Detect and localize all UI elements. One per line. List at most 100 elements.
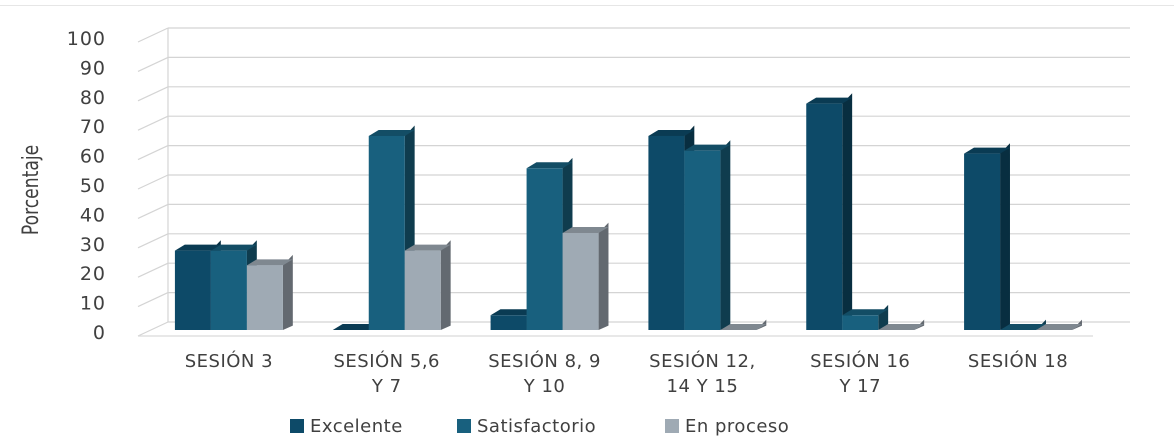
bar-top xyxy=(842,309,889,316)
bar-top xyxy=(1000,324,1046,330)
x-tick-label: SESIÓN 3 xyxy=(185,350,273,372)
y-tick-label: 40 xyxy=(80,204,106,226)
y-tick-label: 30 xyxy=(80,234,106,256)
gridline-depth xyxy=(137,174,169,190)
x-tick-label: SESIÓN 12, xyxy=(649,350,756,372)
bar-top xyxy=(562,226,609,233)
legend-item: Satisfactorio xyxy=(457,416,596,437)
y-tick-label: 80 xyxy=(80,87,106,109)
x-tick-label: SESIÓN 18 xyxy=(968,350,1068,372)
x-tick-label: Y 17 xyxy=(838,376,881,397)
x-tick-label: Y 10 xyxy=(523,376,566,397)
bar-front xyxy=(490,315,527,330)
y-tick-label: 90 xyxy=(80,57,106,79)
bar-top xyxy=(490,309,537,316)
bar-en-proceso xyxy=(878,319,925,330)
bar-excelente xyxy=(806,93,853,331)
x-tick-label: 14 Y 15 xyxy=(667,376,739,397)
x-tick-label: SESIÓN 5,6 xyxy=(333,350,440,372)
bar-front xyxy=(806,103,843,331)
gridline-depth xyxy=(137,233,169,249)
bar-top xyxy=(684,144,731,151)
bar-top xyxy=(878,324,925,330)
y-tick-label: 60 xyxy=(80,146,106,168)
legend-swatch xyxy=(290,419,304,433)
bar-top xyxy=(964,147,1010,154)
bar-side xyxy=(1072,319,1082,330)
bar-top xyxy=(246,259,293,266)
legend-item: En proceso xyxy=(665,416,789,437)
bar-en-proceso xyxy=(1036,319,1082,330)
gridline-depth xyxy=(137,145,169,161)
bars-layer xyxy=(174,93,1082,331)
bar-top xyxy=(720,324,767,330)
bar-top xyxy=(332,324,379,330)
bar-side xyxy=(1000,143,1010,330)
bar-side xyxy=(914,319,925,330)
bar-satisfactorio xyxy=(842,304,889,330)
bar-excelente xyxy=(964,143,1010,330)
x-tick-label: SESIÓN 16 xyxy=(810,350,910,372)
y-tick-label: 50 xyxy=(80,175,106,197)
legend-label: En proceso xyxy=(685,416,789,437)
bar-en-proceso xyxy=(562,222,609,330)
bar-top xyxy=(806,97,853,104)
bar-side xyxy=(878,304,889,330)
x-tick-label: Y 7 xyxy=(371,376,402,397)
gridline-depth xyxy=(137,262,169,278)
bar-en-proceso xyxy=(720,319,767,330)
gridline-depth xyxy=(137,115,169,131)
bar-satisfactorio xyxy=(1000,319,1046,330)
bar-side xyxy=(842,93,853,330)
bar-en-proceso xyxy=(404,240,451,330)
bar-front xyxy=(174,250,211,330)
legend-swatch xyxy=(665,419,679,433)
bar-front xyxy=(404,250,441,330)
bar-front xyxy=(842,315,879,330)
bar-side xyxy=(282,254,293,330)
y-tick-label: 70 xyxy=(80,116,106,138)
gridline-depth xyxy=(137,203,169,219)
x-axis-ticks: SESIÓN 3 SESIÓN 5,6 Y 7 SESIÓN 8, 9 Y 10 SESI… xyxy=(185,350,1068,397)
bar-satisfactorio xyxy=(684,140,731,330)
y-axis-label: Porcentaje xyxy=(18,145,44,235)
bar-front xyxy=(246,265,283,330)
y-tick-label: 100 xyxy=(67,28,106,50)
bar-side xyxy=(440,240,451,330)
gridline-depth xyxy=(137,292,169,308)
bar-top xyxy=(210,244,257,251)
top-divider xyxy=(0,5,1174,6)
legend: Excelente Satisfactorio En proceso xyxy=(290,416,789,437)
legend-item: Excelente xyxy=(290,416,403,437)
bar-front xyxy=(684,150,721,330)
y-tick-label: 0 xyxy=(93,322,106,344)
bar-side xyxy=(720,140,731,330)
bar-side xyxy=(598,222,609,330)
y-tick-label: 10 xyxy=(80,293,106,315)
bar-en-proceso xyxy=(246,254,293,330)
bar-front xyxy=(210,250,247,330)
bar-front xyxy=(648,135,685,330)
bar-front xyxy=(526,168,563,330)
bar-side xyxy=(1036,319,1046,330)
gridline-depth xyxy=(137,27,169,43)
y-tick-label: 20 xyxy=(80,263,106,285)
gridline-depth xyxy=(137,56,169,72)
bar-front xyxy=(562,232,599,330)
bar-top xyxy=(404,244,451,251)
x-tick-label: SESIÓN 8, 9 xyxy=(488,350,601,372)
legend-label: Excelente xyxy=(310,416,403,437)
legend-swatch xyxy=(457,419,471,433)
bar-top xyxy=(526,162,573,169)
legend-label: Satisfactorio xyxy=(477,416,596,437)
gridline-depth xyxy=(137,321,169,337)
bar-top xyxy=(648,129,695,136)
bar-front xyxy=(964,153,1001,330)
bar-front xyxy=(368,135,405,330)
y-axis-ticks: 0 10 20 30 40 50 60 70 80 90 100 xyxy=(67,28,106,344)
gridline-depth xyxy=(137,86,169,102)
bar-top xyxy=(1036,324,1082,330)
bar-satisfactorio xyxy=(368,125,415,330)
